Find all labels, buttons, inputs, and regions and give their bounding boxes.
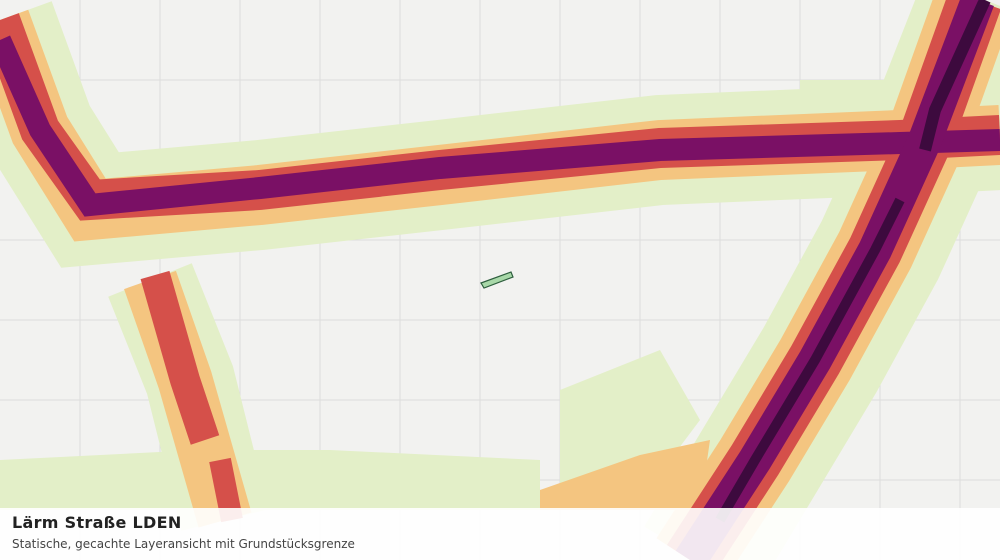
legend-panel: Lärm Straße LDEN Statische, gecachte Lay… <box>0 508 1000 560</box>
layer-title: Lärm Straße LDEN <box>12 513 182 532</box>
layer-subtitle: Statische, gecachte Layeransicht mit Gru… <box>12 537 355 551</box>
noise-zone-extreme <box>715 0 991 523</box>
parcel-boundary <box>480 271 514 289</box>
